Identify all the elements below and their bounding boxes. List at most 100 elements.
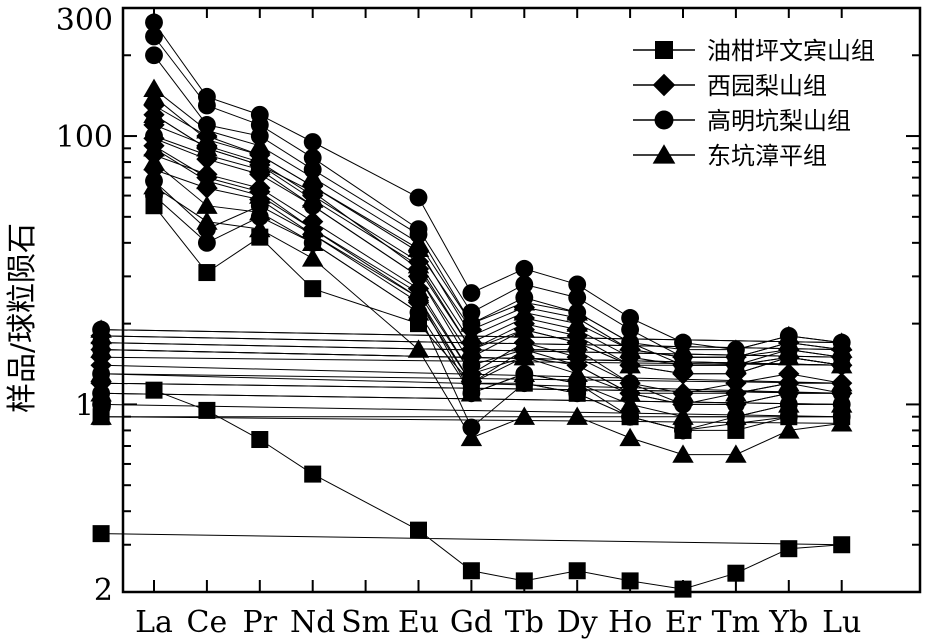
data-point-circle bbox=[674, 421, 692, 440]
data-point-circle bbox=[145, 46, 163, 65]
data-point-triangle bbox=[407, 339, 430, 358]
series-layer bbox=[90, 13, 853, 598]
y-tick-label: 2 bbox=[94, 573, 113, 608]
data-point-triangle bbox=[249, 144, 271, 164]
x-tick-label: Yb bbox=[768, 605, 808, 640]
data-point-triangle bbox=[301, 189, 324, 208]
data-point-triangle bbox=[830, 394, 853, 413]
data-point-triangle bbox=[407, 255, 430, 274]
data-point-triangle bbox=[460, 363, 483, 382]
data-point-triangle bbox=[513, 406, 536, 425]
data-point-triangle bbox=[301, 218, 324, 238]
data-point-triangle bbox=[672, 406, 694, 425]
legend-label: 西园梨山组 bbox=[707, 72, 827, 100]
x-tick-label: Er bbox=[665, 605, 702, 640]
data-point-triangle bbox=[460, 339, 483, 358]
data-point-square bbox=[780, 540, 798, 558]
data-point-triangle bbox=[830, 355, 853, 374]
data-point-triangle bbox=[301, 176, 324, 195]
data-point-circle bbox=[568, 275, 587, 294]
data-point-triangle bbox=[196, 170, 218, 190]
data-point-triangle bbox=[672, 383, 694, 402]
axis-layer bbox=[123, 7, 920, 593]
x-tick-label: Tm bbox=[712, 605, 760, 640]
x-tick-label: Ce bbox=[187, 605, 228, 640]
data-point-triangle bbox=[619, 339, 641, 358]
x-tick-label: Lu bbox=[822, 605, 861, 640]
data-point-circle bbox=[145, 27, 163, 46]
data-point-triangle bbox=[249, 218, 271, 238]
data-point-triangle bbox=[830, 413, 853, 432]
group-triangle bbox=[90, 78, 853, 463]
series-line bbox=[101, 389, 842, 590]
data-point-triangle bbox=[672, 355, 694, 374]
data-point-triangle bbox=[301, 248, 324, 267]
data-point-triangle bbox=[725, 383, 747, 402]
data-point-triangle bbox=[566, 406, 588, 425]
data-point-triangle bbox=[778, 372, 800, 392]
legend-marker-triangle bbox=[652, 144, 676, 164]
data-point-triangle bbox=[196, 211, 218, 230]
data-point-triangle bbox=[513, 319, 536, 338]
data-point-triangle bbox=[619, 394, 641, 413]
data-point-square bbox=[833, 536, 851, 554]
x-tick-labels: La Ce Pr Nd Sm Eu Gd Tb Dy Ho Er Tm Yb Lu bbox=[135, 605, 861, 640]
data-point-square bbox=[304, 280, 322, 298]
data-point-triangle bbox=[143, 104, 165, 123]
data-point-triangle bbox=[90, 406, 112, 425]
data-point-square bbox=[92, 525, 110, 543]
legend-marker-diamond bbox=[652, 73, 676, 97]
data-point-triangle bbox=[725, 406, 747, 425]
x-tick-label: Dy bbox=[557, 605, 598, 640]
data-point-triangle bbox=[90, 325, 112, 345]
data-point-triangle bbox=[778, 332, 800, 351]
series-line bbox=[101, 185, 842, 456]
data-point-triangle bbox=[249, 135, 271, 154]
data-point-triangle bbox=[196, 138, 218, 157]
data-point-triangle bbox=[249, 202, 271, 221]
data-point-triangle bbox=[513, 363, 536, 382]
data-point-triangle bbox=[725, 355, 747, 374]
data-point-triangle bbox=[196, 120, 218, 139]
series-line bbox=[101, 135, 842, 405]
data-point-triangle bbox=[143, 176, 165, 195]
data-point-triangle bbox=[619, 355, 641, 374]
y-tick-label: 10 bbox=[75, 388, 113, 423]
data-point-triangle bbox=[778, 394, 800, 413]
data-point-triangle bbox=[725, 444, 747, 463]
x-tick-label: Tb bbox=[505, 605, 544, 640]
data-point-triangle bbox=[143, 86, 165, 105]
data-point-circle bbox=[197, 96, 216, 115]
data-point-triangle bbox=[619, 427, 641, 447]
data-point-square bbox=[568, 562, 586, 580]
data-point-triangle bbox=[566, 302, 588, 321]
data-point-circle bbox=[462, 418, 481, 437]
y-tick-labels: 2 10 100 300 bbox=[56, 3, 113, 608]
y-tick-label: 100 bbox=[56, 120, 113, 155]
data-point-triangle bbox=[566, 332, 588, 351]
data-point-triangle bbox=[90, 363, 112, 382]
data-point-circle bbox=[621, 320, 640, 339]
data-point-square bbox=[251, 431, 269, 449]
legend-label: 东坑漳平组 bbox=[707, 142, 827, 170]
legend-label: 高明坑梨山组 bbox=[707, 107, 851, 135]
data-point-circle bbox=[462, 284, 481, 302]
legend-item: 东坑漳平组 bbox=[633, 142, 827, 170]
data-point-triangle bbox=[672, 444, 694, 463]
data-point-triangle bbox=[407, 238, 430, 257]
legend-item: 高明坑梨山组 bbox=[633, 107, 851, 135]
data-point-triangle bbox=[566, 363, 588, 382]
data-point-square bbox=[462, 562, 480, 580]
data-point-triangle bbox=[460, 427, 483, 447]
data-point-circle bbox=[145, 127, 163, 145]
legend-item: 西园梨山组 bbox=[633, 72, 827, 100]
data-point-circle bbox=[515, 275, 534, 294]
data-point-triangle bbox=[460, 383, 483, 402]
data-point-triangle bbox=[830, 372, 853, 392]
data-point-circle bbox=[303, 133, 322, 151]
data-point-triangle bbox=[566, 313, 588, 332]
data-point-triangle bbox=[513, 292, 536, 311]
x-tick-label: Nd bbox=[290, 605, 335, 640]
x-tick-label: Pr bbox=[243, 605, 278, 640]
